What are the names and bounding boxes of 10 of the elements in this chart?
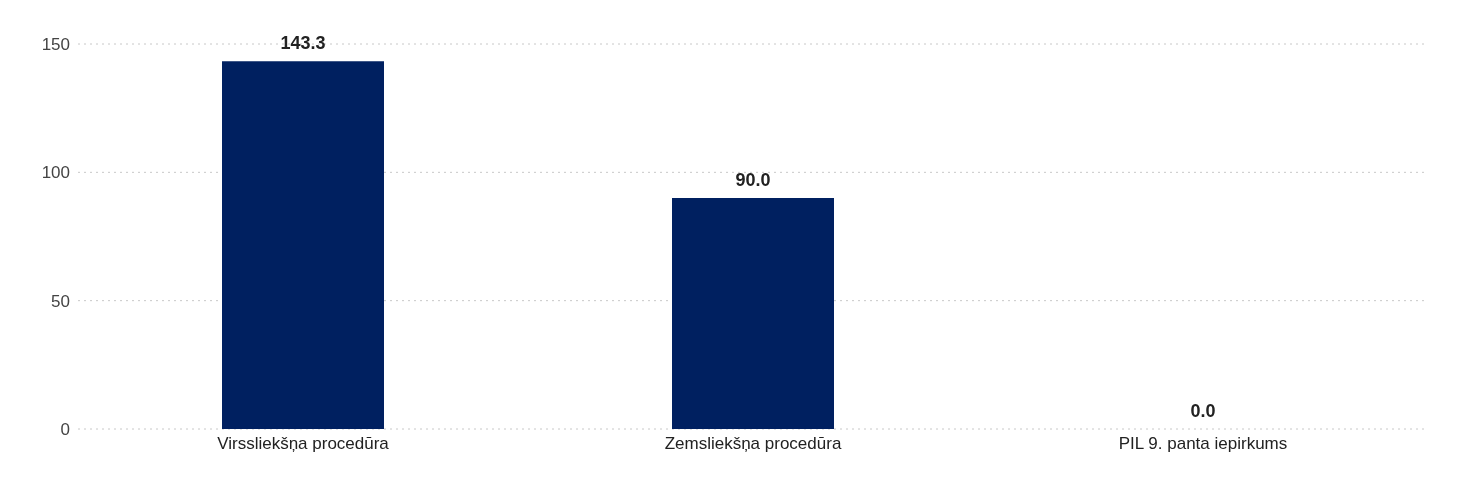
x-tick-label: Zemsliekšņa procedūra (664, 434, 842, 454)
x-tick-label: Virssliekšņa procedūra (217, 434, 390, 454)
data-label: 90.0 (735, 170, 771, 190)
y-tick-label: 50 (51, 291, 70, 311)
y-tick-label: 150 (41, 35, 70, 55)
y-tick-label: 0 (60, 420, 70, 440)
x-tick-label: PIL 9. panta iepirkums (1118, 434, 1288, 454)
data-label: 0.0 (1190, 401, 1216, 421)
data-label: 143.3 (280, 33, 326, 54)
y-tick-label: 100 (41, 163, 70, 183)
